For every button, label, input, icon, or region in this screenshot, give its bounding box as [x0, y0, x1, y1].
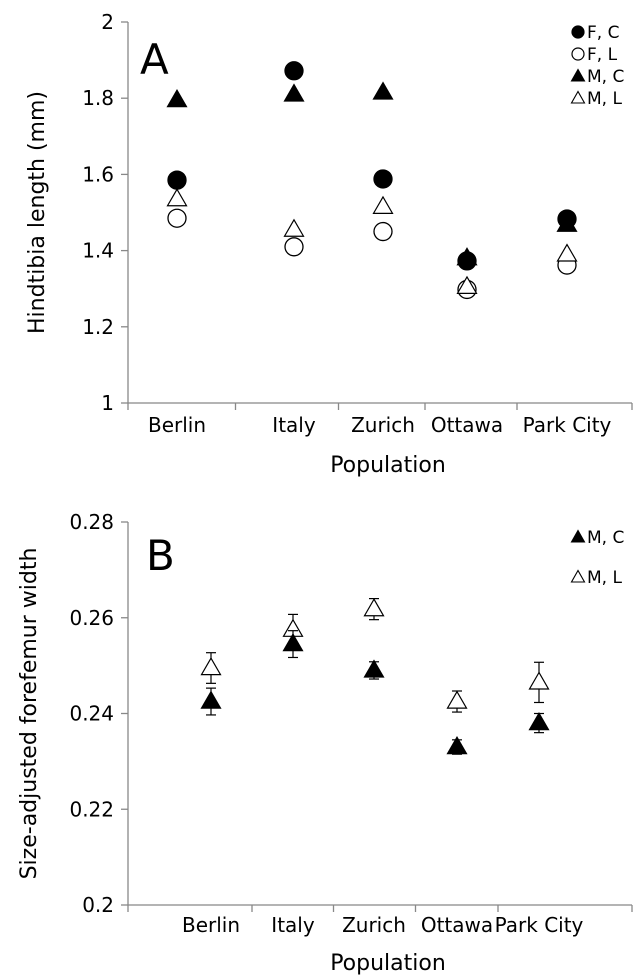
data-point — [166, 89, 188, 108]
x-tick-label: Zurich — [342, 913, 406, 937]
y-tick-label: 0.2 — [82, 893, 114, 917]
series-m-c — [166, 81, 578, 266]
legend-label: M, C — [587, 528, 624, 548]
legend-label: M, L — [587, 89, 622, 109]
x-tick-label: Park City — [495, 913, 584, 937]
data-point — [283, 218, 305, 237]
data-point — [282, 633, 304, 652]
series-m-c — [200, 630, 550, 755]
legend-marker — [570, 68, 586, 82]
data-point — [556, 213, 578, 232]
data-point — [446, 690, 468, 709]
data-point — [363, 598, 385, 617]
legend-marker — [571, 47, 585, 61]
legend-marker — [570, 569, 586, 583]
data-point — [372, 81, 394, 100]
legend-marker — [570, 90, 586, 104]
y-tick-label: 0.28 — [69, 510, 114, 534]
data-point — [373, 169, 393, 189]
x-tick-label: Italy — [271, 913, 315, 937]
y-tick-label: 1 — [101, 391, 114, 415]
data-point — [556, 243, 578, 262]
legend-label: M, C — [587, 67, 624, 87]
y-tick-label: 0.22 — [69, 797, 114, 821]
x-axis-title: Population — [330, 453, 446, 478]
x-tick-label: Ottawa — [421, 913, 493, 937]
y-tick-label: 1.4 — [82, 239, 114, 263]
series-f-c — [167, 61, 577, 271]
legend: M, C M, L — [570, 528, 624, 588]
legend-label: F, L — [587, 45, 618, 65]
data-point — [200, 690, 222, 709]
y-tick-label: 2 — [101, 10, 114, 34]
x-tick-label: Ottawa — [431, 413, 503, 437]
x-tick-label: Berlin — [182, 913, 240, 937]
data-point — [283, 83, 305, 102]
data-point — [167, 208, 187, 228]
panel-letter: B — [146, 531, 175, 580]
y-tick-label: 0.26 — [69, 606, 114, 630]
series-m-l — [200, 597, 550, 713]
series-m-l — [166, 188, 578, 294]
legend: F, CF, LM, CM, L — [570, 23, 624, 109]
x-axis-title: Population — [330, 951, 446, 975]
x-tick-label: Park City — [523, 413, 612, 437]
data-point — [456, 247, 478, 266]
y-axis-title: Hindtibia length (mm) — [25, 91, 50, 334]
data-point — [167, 170, 187, 190]
data-point — [373, 221, 393, 242]
x-tick-label: Berlin — [148, 413, 206, 437]
data-point — [528, 671, 550, 690]
panel-letter: A — [140, 35, 169, 84]
data-point — [528, 712, 550, 731]
x-tick-label: Italy — [272, 413, 316, 437]
data-point — [284, 237, 304, 257]
data-point — [200, 656, 222, 676]
y-tick-label: 1.6 — [82, 162, 114, 186]
legend-label: M, L — [587, 568, 622, 588]
data-point — [363, 659, 385, 678]
y-axis-title: Size-adjusted forefemur width — [17, 548, 42, 880]
chart-panel-b: 0.2 0.22 0.24 0.26 0.28 Berlin Italy Zurich Otta… — [17, 510, 633, 975]
legend-label: F, C — [587, 23, 619, 43]
data-point — [372, 195, 394, 214]
data-point — [284, 61, 304, 81]
data-point — [446, 735, 468, 755]
legend-marker — [570, 529, 586, 543]
data-point — [166, 188, 188, 207]
x-tick-label: Zurich — [351, 413, 415, 437]
series-f-l — [167, 208, 577, 300]
legend-marker — [571, 25, 585, 39]
chart-panel-a: 1 1.2 1.4 1.6 1.8 2 Berlin Italy Zurich Ottawa Par… — [25, 10, 633, 478]
y-tick-label: 1.2 — [82, 315, 114, 339]
y-tick-label: 0.24 — [69, 702, 114, 726]
y-tick-label: 1.8 — [82, 86, 114, 110]
data-point — [456, 275, 478, 294]
